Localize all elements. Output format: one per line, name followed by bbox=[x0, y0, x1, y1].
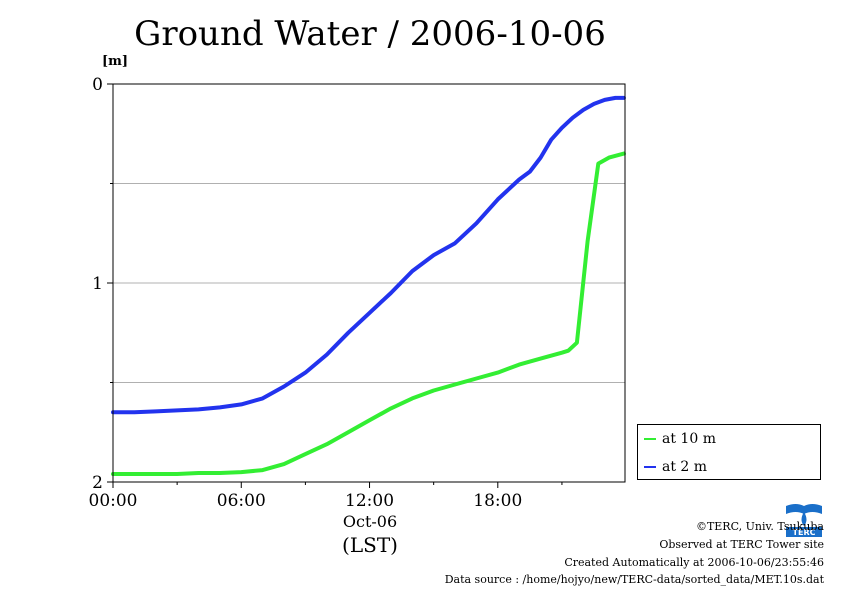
legend-item-10m: at 10 m bbox=[644, 430, 716, 448]
footer-created: Created Automatically at 2006-10-06/23:5… bbox=[564, 556, 824, 569]
y-tick-label: 0 bbox=[92, 75, 103, 95]
series-line-2m bbox=[111, 95, 626, 415]
ticks: 0 1 200:00 06:00 12:00 18:00 bbox=[89, 75, 563, 511]
x-tick-label: 06:00 bbox=[217, 491, 266, 511]
chart-title: Ground Water / 2006-10-06 bbox=[134, 14, 606, 54]
footer-copyright: ©TERC, Univ. Tsukuba bbox=[695, 520, 824, 533]
x-axis-date-label: Oct-06 bbox=[342, 512, 398, 531]
series-layer bbox=[111, 95, 626, 476]
series-line-10m bbox=[111, 151, 626, 476]
y-tick-label: 2 bbox=[92, 473, 103, 493]
grid bbox=[113, 183, 625, 383]
legend-label-10m: at 10 m bbox=[662, 431, 716, 447]
x-tick-label: 18:00 bbox=[473, 491, 522, 511]
legend-item-2m: at 2 m bbox=[644, 458, 707, 476]
terc-logo: TERC bbox=[784, 502, 824, 538]
footer-observed: Observed at TERC Tower site bbox=[659, 538, 824, 551]
y-axis-unit: [m] bbox=[102, 54, 129, 69]
legend: at 10 m at 2 m bbox=[637, 424, 821, 480]
x-tick-label: 12:00 bbox=[345, 491, 394, 511]
legend-swatch-10m bbox=[644, 438, 656, 440]
legend-label-2m: at 2 m bbox=[662, 459, 708, 475]
legend-swatch-2m bbox=[644, 466, 656, 468]
x-axis-timezone-label: (LST) bbox=[342, 533, 398, 557]
x-tick-label: 00:00 bbox=[89, 491, 138, 511]
footer-source: Data source : /home/hojyo/new/TERC-data/… bbox=[444, 573, 824, 586]
logo-text: TERC bbox=[793, 528, 816, 537]
y-tick-label: 1 bbox=[92, 274, 103, 294]
